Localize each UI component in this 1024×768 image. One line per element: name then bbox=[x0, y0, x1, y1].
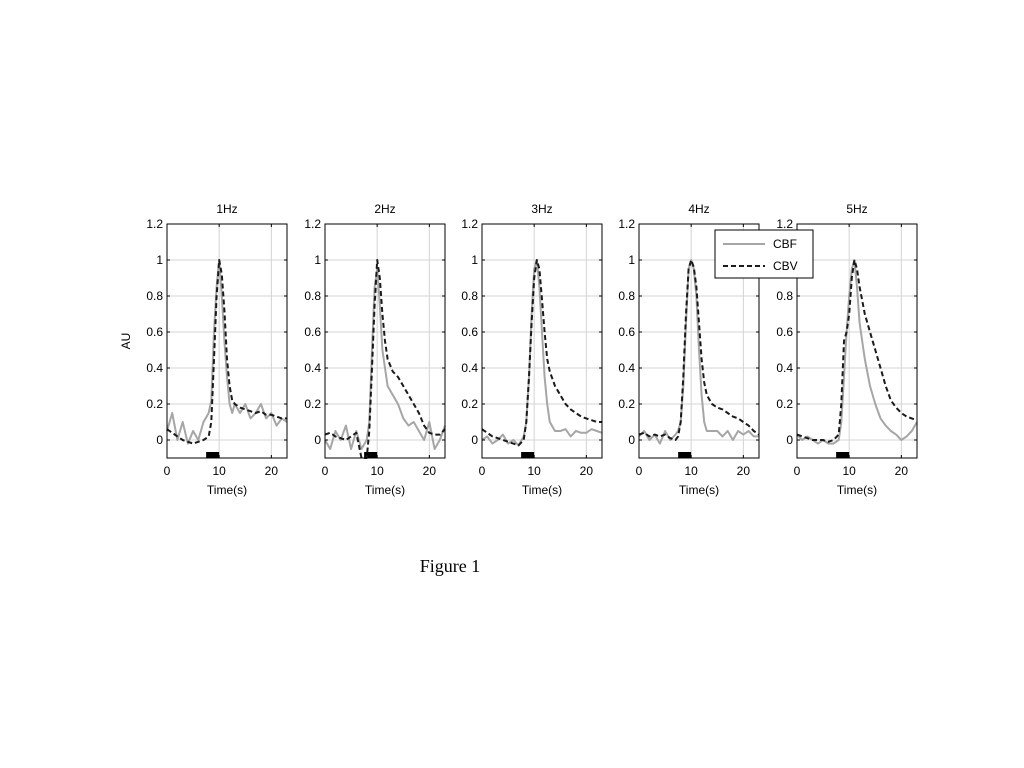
stimulus-bar bbox=[678, 452, 692, 458]
y-tick-label: 1.2 bbox=[461, 217, 478, 231]
panel-2: 0 0.2 0.4 0.6 0.8 1 1.2 0 10 20 2Hz Time(s) bbox=[304, 202, 446, 497]
y-tick-label: 0.6 bbox=[304, 325, 321, 339]
x-tick-label: 0 bbox=[479, 464, 486, 478]
y-axis-label: AU bbox=[119, 333, 133, 350]
y-tick-label: 0.8 bbox=[461, 289, 478, 303]
axes-box bbox=[638, 223, 760, 459]
y-tick-label: 0.6 bbox=[618, 325, 635, 339]
x-axis-label: Time(s) bbox=[207, 483, 247, 497]
series-cbf-line bbox=[166, 259, 288, 445]
panel-1: 0 0.2 0.4 0.6 0.8 1 1.2 0 10 20 1Hz Time(s) bbox=[146, 202, 288, 497]
series-cbf-line bbox=[796, 259, 918, 445]
y-tick-label: 1.2 bbox=[146, 217, 163, 231]
panel-title: 1Hz bbox=[216, 202, 237, 216]
y-tick-label: 0.6 bbox=[146, 325, 163, 339]
x-tick-label: 20 bbox=[265, 464, 279, 478]
x-tick-label: 10 bbox=[684, 464, 698, 478]
y-tick-label: 1.2 bbox=[304, 217, 321, 231]
x-tick-label: 20 bbox=[895, 464, 909, 478]
axes-box bbox=[166, 223, 288, 459]
y-tick-label: 1.2 bbox=[776, 217, 793, 231]
y-tick-label: 1 bbox=[156, 253, 163, 267]
y-tick-label: 0.2 bbox=[461, 397, 478, 411]
series-cbf-line bbox=[638, 259, 759, 445]
series-cbv-line bbox=[166, 259, 287, 445]
y-tick-label: 0.4 bbox=[776, 361, 793, 375]
legend-label-cbf: CBF bbox=[773, 237, 797, 251]
stimulus-bar bbox=[364, 452, 378, 458]
y-tick-label: 0.6 bbox=[776, 325, 793, 339]
x-axis-label: Time(s) bbox=[522, 483, 562, 497]
x-tick-label: 20 bbox=[580, 464, 594, 478]
x-tick-label: 20 bbox=[737, 464, 751, 478]
y-tick-label: 0.8 bbox=[146, 289, 163, 303]
y-tick-label: 0.6 bbox=[461, 325, 478, 339]
axes-box bbox=[481, 223, 603, 459]
y-tick-label: 0.4 bbox=[304, 361, 321, 375]
legend-box bbox=[714, 229, 814, 279]
y-tick-label: 0.8 bbox=[304, 289, 321, 303]
x-axis-label: Time(s) bbox=[365, 483, 405, 497]
stimulus-bar bbox=[206, 452, 220, 458]
y-tick-label: 0 bbox=[314, 433, 321, 447]
panel-3: 0 0.2 0.4 0.6 0.8 1 1.2 0 10 20 3Hz Time(s) bbox=[461, 202, 603, 497]
axes-box bbox=[796, 223, 918, 459]
y-tick-label: 1 bbox=[628, 253, 635, 267]
panel-title: 2Hz bbox=[374, 202, 395, 216]
y-tick-label: 0.8 bbox=[776, 289, 793, 303]
y-tick-label: 0.2 bbox=[304, 397, 321, 411]
axes-box bbox=[324, 223, 446, 459]
x-tick-label: 0 bbox=[794, 464, 801, 478]
panel-title: 3Hz bbox=[531, 202, 552, 216]
x-axis-label: Time(s) bbox=[837, 483, 877, 497]
series-cbv-line bbox=[638, 259, 760, 441]
x-tick-label: 10 bbox=[527, 464, 541, 478]
y-tick-label: 0.2 bbox=[618, 397, 635, 411]
panel-4: 0 0.2 0.4 0.6 0.8 1 1.2 0 10 20 4Hz Time(s) bbox=[618, 202, 760, 497]
legend-label-cbv: CBV bbox=[773, 259, 798, 273]
y-tick-label: 0.2 bbox=[146, 397, 163, 411]
series-cbv-line bbox=[481, 259, 602, 447]
y-tick-label: 0 bbox=[786, 433, 793, 447]
series-cbv-line bbox=[796, 259, 918, 443]
x-axis-label: Time(s) bbox=[679, 483, 719, 497]
y-tick-label: 0 bbox=[471, 433, 478, 447]
x-tick-label: 20 bbox=[423, 464, 437, 478]
y-tick-label: 0.4 bbox=[146, 361, 163, 375]
x-tick-label: 0 bbox=[164, 464, 171, 478]
figure-caption: Figure 1 bbox=[419, 556, 481, 576]
panel-title: 4Hz bbox=[688, 202, 709, 216]
x-tick-label: 0 bbox=[322, 464, 329, 478]
y-tick-label: 1 bbox=[314, 253, 321, 267]
x-tick-label: 10 bbox=[212, 464, 226, 478]
y-tick-label: 1 bbox=[471, 253, 478, 267]
panel-title: 5Hz bbox=[846, 202, 867, 216]
series-cbv-line bbox=[324, 259, 446, 459]
stimulus-bar bbox=[521, 452, 535, 458]
y-tick-label: 0.8 bbox=[618, 289, 635, 303]
stimulus-bar bbox=[836, 452, 850, 458]
x-tick-label: 0 bbox=[636, 464, 643, 478]
y-tick-label: 0.2 bbox=[776, 397, 793, 411]
y-tick-label: 0.4 bbox=[461, 361, 478, 375]
y-tick-label: 1.2 bbox=[618, 217, 635, 231]
y-tick-label: 0 bbox=[156, 433, 163, 447]
legend: CBF CBV bbox=[714, 229, 814, 279]
x-tick-label: 10 bbox=[842, 464, 856, 478]
y-tick-label: 0 bbox=[628, 433, 635, 447]
x-tick-label: 10 bbox=[370, 464, 384, 478]
y-tick-label: 0.4 bbox=[618, 361, 635, 375]
